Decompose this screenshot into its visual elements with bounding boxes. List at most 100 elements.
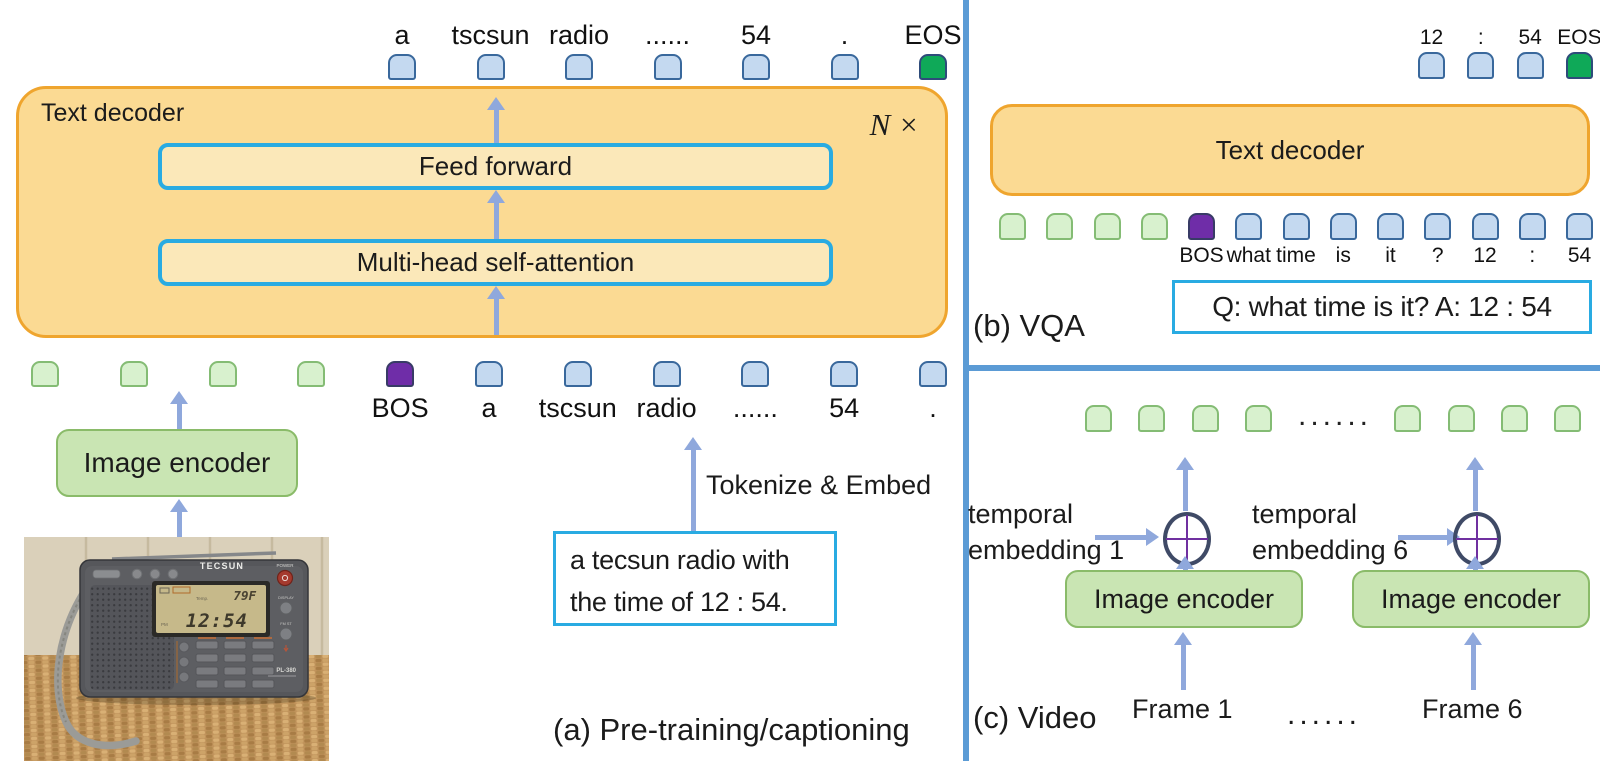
video-feature-token-row: ......	[1085, 401, 1581, 432]
token-label: ......	[644, 20, 691, 50]
token-image-square	[1191, 405, 1219, 432]
token-label: a	[394, 20, 410, 50]
token-text-square	[1424, 213, 1452, 240]
token-text-square	[1471, 213, 1499, 240]
display-button	[279, 601, 293, 615]
token-image	[999, 213, 1026, 240]
token-image	[1447, 405, 1475, 432]
arrow-encoder-to-tokens	[170, 391, 188, 429]
token-text: a	[388, 20, 416, 80]
temporal-embedding-6-label: temporal embedding 6	[1252, 496, 1408, 568]
token-image	[1085, 405, 1112, 432]
lcd-temp-value: 79F	[233, 588, 256, 603]
frame-ellipsis: ......	[1287, 698, 1362, 731]
token-text-square	[652, 361, 681, 387]
arrow-input-to-attention	[487, 286, 505, 335]
token-image-square	[1244, 405, 1272, 432]
caption-line-2: the time of 12 : 54.	[570, 587, 788, 617]
panel-a-caption: (a) Pre-training/captioning	[553, 712, 910, 747]
self-attention-label: Multi-head self-attention	[356, 247, 635, 277]
token-label: 54	[740, 20, 772, 50]
image-encoder-label: Image encoder	[1093, 583, 1275, 614]
token-image	[1394, 405, 1422, 432]
token-image-square	[1046, 213, 1074, 240]
token-text-square	[565, 54, 593, 80]
token-text-square	[918, 361, 947, 387]
arrow-encoder6-to-oplus6	[1466, 556, 1484, 572]
frame-6-label: Frame 6	[1422, 694, 1523, 724]
lcd-time-value: 12:54	[186, 610, 248, 632]
token-image	[1244, 405, 1272, 432]
token-text: it	[1377, 213, 1404, 267]
token-text-square	[474, 361, 503, 387]
panel-b-caption: (b) VQA	[973, 308, 1085, 343]
token-text-square	[1235, 213, 1263, 240]
token-label: it	[1385, 244, 1396, 267]
token-image-square	[208, 361, 237, 387]
token-bos: BOS	[372, 361, 429, 423]
display-button-label: DISPLAY	[278, 596, 294, 600]
token-image-square	[1093, 213, 1121, 240]
token-text: tscsun	[539, 361, 617, 423]
text-decoder-label: Text decoder	[41, 99, 185, 127]
token-text-square	[476, 54, 505, 80]
temporal-embedding-1-label: temporal embedding 1	[968, 496, 1124, 568]
fmst-button-label: FM ST	[280, 622, 292, 626]
token-text: 54	[741, 20, 771, 80]
token-label: 54	[1567, 244, 1592, 267]
token-image-square	[1085, 405, 1112, 432]
token-text-square	[563, 361, 592, 387]
temporal-label-line1: temporal	[1252, 499, 1358, 529]
repeat-n-times-label: N ×	[869, 107, 919, 142]
power-label: POWER	[276, 563, 294, 568]
arrow-oplus1-to-tokens	[1176, 457, 1194, 511]
token-text: .	[918, 361, 947, 423]
panel-divider-horizontal	[963, 365, 1600, 371]
image-encoder-label: Image encoder	[1380, 583, 1562, 614]
token-text-square	[830, 54, 859, 80]
temporal-label-line2: embedding 1	[968, 535, 1125, 565]
token-label: 12	[1473, 244, 1497, 267]
qa-text: Q: what time is it? A: 12 : 54	[1212, 291, 1552, 322]
token-label: EOS	[904, 20, 962, 50]
token-text: ......	[645, 20, 690, 80]
arrow-temporal-6	[1398, 528, 1460, 546]
image-encoder-box-frame6: Image encoder	[1352, 570, 1590, 628]
token-label: radio	[636, 393, 697, 423]
token-image-square	[1447, 405, 1475, 432]
qa-input-token-row: BOS what time is it? 12: 54	[999, 213, 1593, 267]
token-image	[1191, 405, 1219, 432]
fmst-button	[279, 627, 293, 641]
token-image-square	[1394, 405, 1422, 432]
token-image	[208, 361, 237, 387]
arrow-frame6-to-encoder	[1464, 632, 1482, 690]
arrow-frame1-to-encoder	[1174, 632, 1192, 690]
token-text: tscsun	[451, 20, 530, 80]
token-image-square	[1140, 213, 1168, 240]
panel-c-caption: (c) Video	[973, 700, 1097, 735]
frame-1-label: Frame 1	[1132, 694, 1233, 724]
token-text: :	[1518, 213, 1546, 267]
token-text-square	[388, 54, 416, 80]
antenna	[111, 551, 277, 561]
token-text-square	[1329, 213, 1357, 240]
arrow-attention-to-feedforward	[487, 190, 505, 239]
token-label: radio	[548, 20, 610, 50]
token-bos: BOS	[1179, 213, 1224, 267]
token-label: tscsun	[451, 20, 530, 50]
token-image-square	[1138, 405, 1166, 432]
lcd-pm-label: PM	[161, 622, 168, 627]
token-label: :	[1529, 244, 1536, 267]
arrow-encoder1-to-oplus1	[1176, 556, 1194, 572]
caption-output-token-row: a tscsun radio...... 54. EOS	[388, 20, 962, 80]
token-image-square	[119, 361, 148, 387]
token-text: .	[830, 20, 859, 80]
token-text-square	[1566, 213, 1593, 240]
token-label: ......	[732, 393, 778, 423]
token-image	[1046, 213, 1074, 240]
image-encoder-box-frame1: Image encoder	[1065, 570, 1303, 628]
token-text-square	[653, 54, 682, 80]
token-text: 54	[1516, 26, 1544, 79]
token-text: 54	[829, 361, 859, 423]
